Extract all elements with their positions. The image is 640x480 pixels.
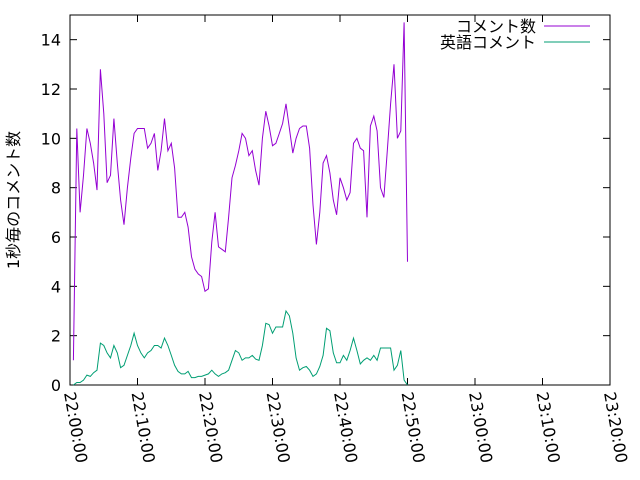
legend-label-1: 英語コメント xyxy=(440,33,536,52)
x-tick-label: 22:00:00 xyxy=(60,390,91,464)
x-tick-label: 22:50:00 xyxy=(398,390,429,464)
y-tick-label: 2 xyxy=(51,327,61,346)
x-tick-label: 23:20:00 xyxy=(600,390,631,464)
series-line-0 xyxy=(72,22,408,361)
y-tick-label: 4 xyxy=(51,277,61,296)
x-tick-label: 22:20:00 xyxy=(195,390,226,464)
x-tick-label: 22:40:00 xyxy=(330,390,361,464)
y-tick-label: 10 xyxy=(41,129,61,148)
x-tick-label: 22:30:00 xyxy=(263,390,294,464)
legend-label-0: コメント数 xyxy=(456,17,536,36)
y-axis: 0 2 4 6 8 10 12 14 xyxy=(41,31,610,395)
series-group xyxy=(72,22,408,386)
x-tick-label: 22:10:00 xyxy=(128,390,159,464)
y-tick-label: 6 xyxy=(51,228,61,247)
y-tick-label: 0 xyxy=(51,376,61,395)
plot-area-frame xyxy=(69,14,611,386)
y-tick-label: 14 xyxy=(41,31,61,50)
y-tick-label: 12 xyxy=(41,80,61,99)
y-tick-label: 8 xyxy=(51,179,61,198)
x-tick-label: 23:00:00 xyxy=(465,390,496,464)
series-line-1 xyxy=(73,309,408,386)
y-axis-label: 1秒毎のコメント数 xyxy=(4,131,23,269)
x-tick-label: 23:10:00 xyxy=(533,390,564,464)
